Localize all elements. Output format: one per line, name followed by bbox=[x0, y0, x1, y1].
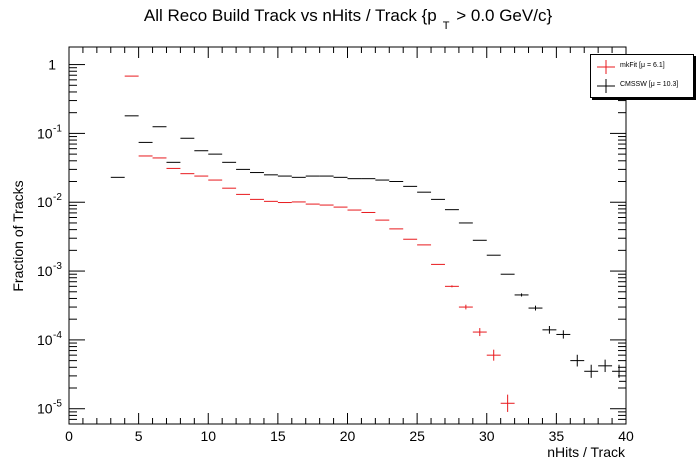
chart-title: All Reco Build Track vs nHits / Track {p… bbox=[0, 6, 696, 32]
y-tick-label: 1 bbox=[48, 57, 56, 73]
y-tick-exponent: -2 bbox=[53, 192, 62, 203]
x-tick-label: 40 bbox=[618, 428, 634, 444]
series-cmssw bbox=[110, 115, 627, 389]
data-point bbox=[619, 374, 627, 389]
x-tick-label: 20 bbox=[340, 428, 356, 444]
x-axis-label: nHits / Track bbox=[547, 444, 626, 460]
legend-entry-mkfit: mkFit [μ = 6.1] bbox=[595, 58, 691, 76]
data-point bbox=[584, 364, 599, 378]
chart-title-tail: > 0.0 GeV/c} bbox=[451, 6, 553, 25]
data-point bbox=[458, 304, 473, 310]
chart-title-subscript: T bbox=[442, 20, 450, 32]
legend-entry-cmssw: CMSSW [μ = 10.3] bbox=[595, 77, 691, 95]
y-tick-exponent: -1 bbox=[53, 123, 62, 134]
legend-marker-cmssw bbox=[597, 79, 615, 93]
series-mkfit bbox=[124, 75, 515, 412]
data-point bbox=[514, 293, 529, 297]
x-tick-label: 10 bbox=[200, 428, 216, 444]
data-point bbox=[598, 359, 613, 373]
y-tick-label: 10 bbox=[37, 332, 53, 348]
x-tick-label: 0 bbox=[65, 428, 73, 444]
x-tick-label: 30 bbox=[479, 428, 495, 444]
x-axis: 0 5 10 15 20 25 30 35 40 bbox=[65, 47, 634, 444]
legend: mkFit [μ = 6.1] CMSSW [μ = 10.3] bbox=[590, 54, 694, 98]
data-point bbox=[472, 328, 487, 337]
x-tick-label: 35 bbox=[549, 428, 565, 444]
y-tick-label: 10 bbox=[37, 194, 53, 210]
data-point bbox=[500, 394, 515, 412]
y-tick-label: 10 bbox=[37, 263, 53, 279]
x-tick-label: 25 bbox=[409, 428, 425, 444]
data-point bbox=[612, 364, 626, 378]
y-axis: 10 -510 -410 -310 -210 -11 bbox=[37, 57, 626, 425]
legend-label-mkfit: mkFit [μ = 6.1] bbox=[620, 62, 665, 69]
y-tick-exponent: -5 bbox=[53, 399, 62, 410]
data-point bbox=[570, 354, 585, 367]
data-point bbox=[528, 305, 543, 311]
x-tick-label: 15 bbox=[270, 428, 286, 444]
y-tick-exponent: -3 bbox=[53, 261, 62, 272]
x-tick-label: 5 bbox=[135, 428, 143, 444]
data-point bbox=[444, 285, 459, 288]
data-point bbox=[556, 330, 571, 339]
plot-frame bbox=[68, 46, 627, 425]
y-tick-label: 10 bbox=[37, 401, 53, 417]
legend-marker-mkfit bbox=[597, 60, 615, 74]
data-point bbox=[486, 349, 501, 361]
series-layer bbox=[110, 75, 627, 412]
y-tick-label: 10 bbox=[37, 125, 53, 141]
y-tick-exponent: -4 bbox=[53, 330, 62, 341]
y-axis-label: Fraction of Tracks bbox=[10, 180, 26, 291]
data-point bbox=[542, 325, 557, 334]
chart-title-main: All Reco Build Track vs nHits / Track {p bbox=[143, 6, 437, 25]
legend-label-cmssw: CMSSW [μ = 10.3] bbox=[620, 81, 679, 88]
